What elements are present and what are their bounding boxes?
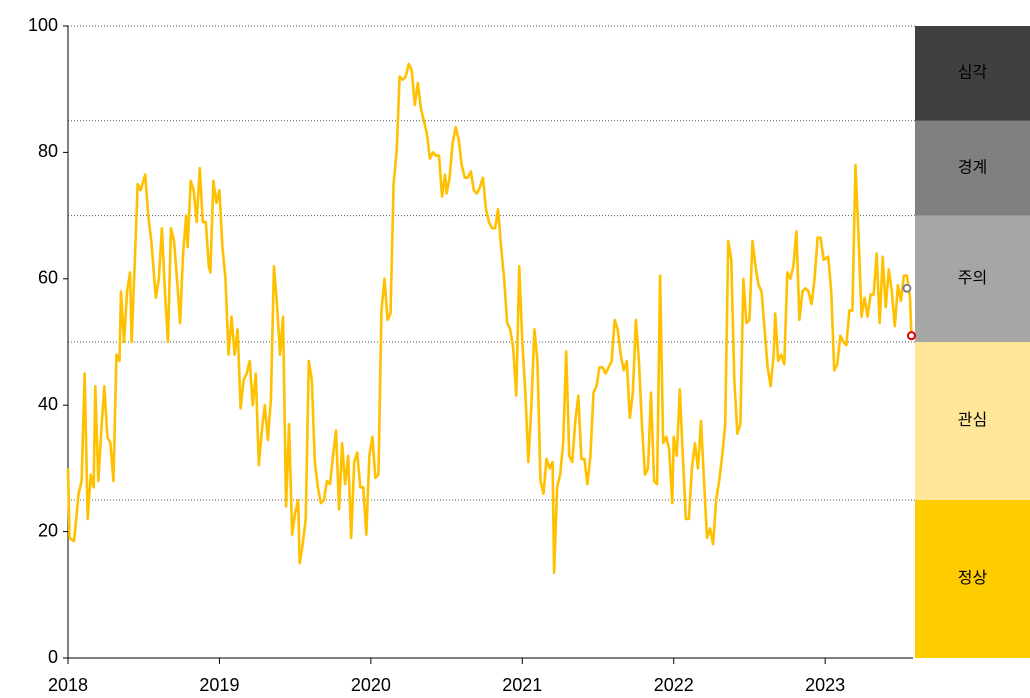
y-tick-label: 100 bbox=[28, 15, 58, 35]
zone-label: 심각 bbox=[958, 64, 988, 82]
x-tick-label: 2023 bbox=[805, 675, 845, 695]
x-tick-label: 2019 bbox=[199, 675, 239, 695]
end-marker bbox=[906, 331, 916, 341]
data-line bbox=[66, 62, 913, 574]
y-tick-label: 80 bbox=[38, 141, 58, 161]
x-tick-label: 2022 bbox=[654, 675, 694, 695]
zone-label: 주의 bbox=[958, 269, 987, 287]
y-tick-label: 20 bbox=[38, 520, 58, 540]
y-tick-label: 0 bbox=[48, 647, 58, 667]
x-tick-label: 2021 bbox=[502, 675, 542, 695]
zone-band bbox=[915, 500, 1030, 658]
zone-label: 관심 bbox=[958, 411, 987, 429]
zone-band bbox=[915, 120, 1030, 216]
zone-label: 경계 bbox=[958, 158, 987, 176]
zone-label: 정상 bbox=[958, 569, 988, 587]
end-marker bbox=[902, 283, 912, 293]
y-tick-label: 60 bbox=[38, 268, 58, 288]
x-tick-label: 2020 bbox=[351, 675, 391, 695]
x-tick-label: 2018 bbox=[48, 675, 88, 695]
zone-band bbox=[915, 26, 1030, 121]
y-tick-label: 40 bbox=[38, 394, 58, 414]
zone-band bbox=[915, 215, 1030, 342]
zone-band bbox=[915, 342, 1030, 500]
